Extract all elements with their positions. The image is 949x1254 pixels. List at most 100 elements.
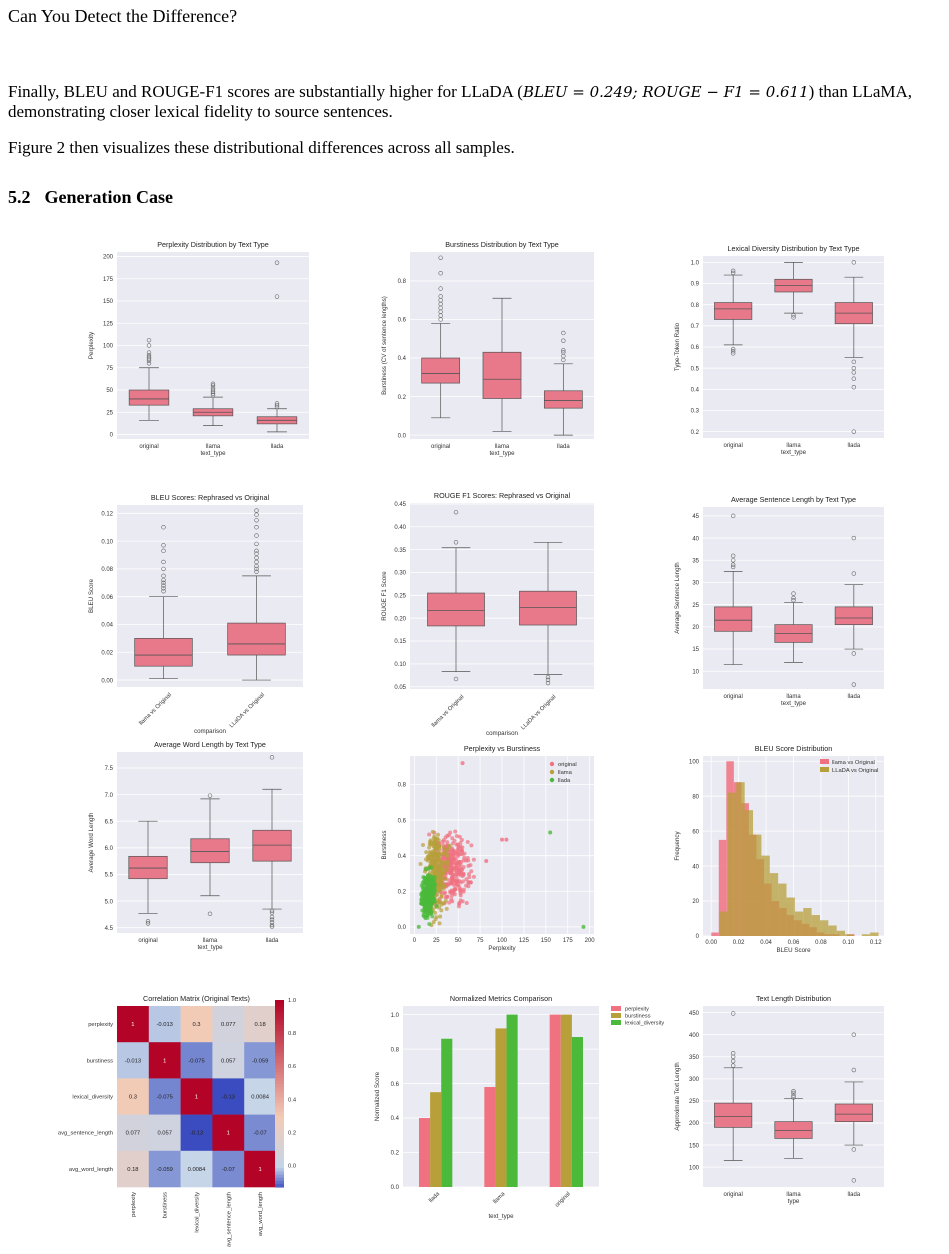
scatter-point	[428, 894, 433, 899]
x-tick-label: original	[554, 1191, 571, 1208]
x-tick-label: llada	[847, 443, 860, 449]
heatmap-value: -0.075	[156, 1095, 172, 1101]
x-tick-label: 75	[477, 938, 484, 944]
colorbar-segment	[275, 1183, 284, 1188]
scatter-point	[461, 879, 466, 884]
y-tick-label: 75	[106, 366, 113, 372]
box-body	[519, 590, 577, 626]
y-tick-label: 0.6	[691, 345, 700, 351]
colorbar-segment	[275, 1134, 284, 1138]
chart-title: Average Sentence Length by Text Type	[731, 495, 856, 504]
scatter-point	[581, 924, 586, 929]
colorbar-segment	[275, 1155, 284, 1160]
colorbar-tick-label: 0.8	[288, 1031, 296, 1037]
scatter-point	[458, 898, 463, 903]
legend-label: llada	[558, 778, 571, 784]
y-tick-label: 10	[692, 669, 699, 675]
y-tick-label: 0.2	[691, 430, 700, 436]
y-tick-label: 0.7	[691, 324, 700, 330]
x-tick-label: llama	[203, 938, 218, 944]
heatmap-cell	[148, 1042, 181, 1079]
scatter-point	[450, 890, 455, 895]
y-tick-label: 200	[689, 1121, 700, 1127]
box-flier	[210, 386, 216, 391]
box-flier	[210, 381, 216, 386]
y-tick-label: 100	[689, 759, 700, 765]
colorbar-segment	[275, 1043, 284, 1048]
scatter-point	[457, 859, 462, 864]
x-tick-label: 0	[413, 938, 417, 944]
box-body	[714, 606, 753, 632]
box-flier	[791, 1095, 796, 1100]
x-tick-label: 100	[497, 938, 508, 944]
scatter-point	[432, 881, 437, 886]
x-tick-label: original	[723, 443, 742, 449]
scatter-point	[420, 843, 425, 848]
scatter-point	[420, 880, 425, 885]
scatter-point	[450, 878, 455, 883]
box-flier	[730, 349, 736, 354]
y-tick-label: 0.4	[398, 356, 407, 362]
scatter-point	[420, 885, 425, 890]
scatter-point	[442, 845, 447, 850]
scatter-point	[447, 833, 452, 838]
heatmap-cell	[117, 1078, 150, 1115]
x-tick-label: 0.12	[870, 940, 882, 946]
histogram-bar	[744, 810, 754, 936]
heatmap-value: 0.18	[254, 1022, 265, 1028]
colorbar-segment	[275, 1012, 284, 1017]
legend-label: burstiness	[625, 1014, 651, 1020]
y-tick-label: 0.35	[394, 548, 406, 554]
x-tick-label: 25	[433, 938, 440, 944]
scatter-point	[504, 837, 509, 842]
y-tick-label: 100	[103, 344, 114, 350]
box-flier	[161, 583, 166, 588]
box-body	[834, 1103, 873, 1123]
colorbar-segment	[275, 1037, 284, 1042]
box-flier	[545, 677, 551, 683]
box-flier	[453, 509, 459, 515]
x-tick-label: llama	[786, 443, 801, 449]
box-body	[774, 1121, 813, 1139]
y-tick-label: 30	[692, 581, 699, 587]
box-flier	[545, 674, 551, 680]
box-flier	[730, 513, 736, 519]
scatter-point	[432, 850, 437, 855]
heatmap-value: 0.0084	[188, 1167, 207, 1173]
scatter-point	[439, 852, 444, 857]
box-flier	[145, 921, 151, 926]
heatmap-value: -0.013	[156, 1022, 172, 1028]
chart-title: Correlation Matrix (Original Texts)	[143, 994, 250, 1003]
scatter-point	[443, 890, 448, 895]
heatmap-cell	[212, 1006, 245, 1043]
scatter-point	[450, 860, 455, 865]
y-axis-label: Normalized Score	[374, 1071, 381, 1121]
scatter-point	[452, 857, 457, 862]
y-tick-label: 45	[692, 514, 699, 520]
box-body	[252, 829, 292, 862]
row-label: perplexity	[88, 1022, 113, 1028]
scatter-point	[445, 860, 450, 865]
chart-title: ROUGE F1 Scores: Rephrased vs Original	[434, 491, 571, 500]
colorbar-segment	[275, 1118, 284, 1123]
colorbar-segment	[275, 1143, 284, 1148]
heatmap-cell	[244, 1078, 277, 1115]
x-tick-label: llama vs Original	[138, 692, 173, 727]
box-flier	[851, 376, 857, 381]
scatter-point	[440, 870, 445, 875]
scatter-point	[428, 887, 433, 892]
y-tick-label: 0.6	[398, 318, 407, 324]
y-tick-label: 0.4	[398, 854, 407, 860]
heatmap-cell	[148, 1150, 181, 1188]
heatmap-cell	[117, 1150, 150, 1188]
box-flier	[254, 566, 259, 572]
y-tick-label: 0.6	[391, 1082, 400, 1088]
scatter-point	[461, 887, 466, 892]
y-tick-label: 0.8	[398, 279, 407, 285]
box-flier	[254, 559, 259, 565]
box-flier	[791, 1090, 796, 1096]
heatmap-cell	[212, 1042, 245, 1079]
scatter-point	[423, 867, 428, 872]
scatter-point	[427, 880, 432, 885]
histogram-bar	[811, 915, 820, 936]
